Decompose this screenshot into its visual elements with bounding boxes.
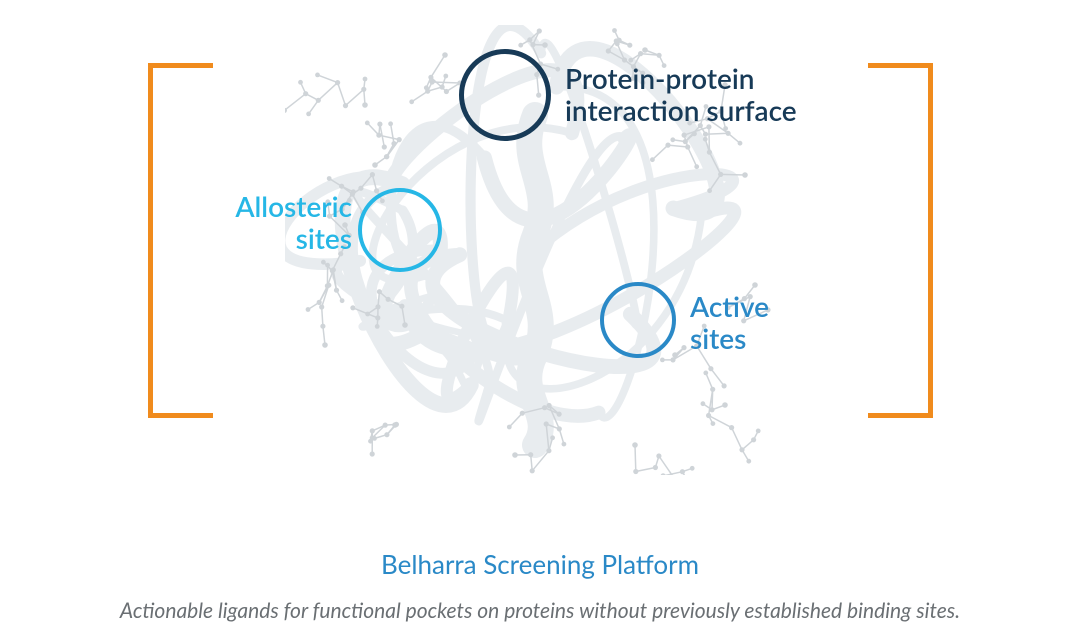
bracket-right: [868, 63, 933, 418]
allosteric-label-line1: Allosteric: [235, 189, 352, 223]
active-label-line1: Active: [690, 289, 769, 323]
active-label: Active sites: [690, 290, 769, 354]
diagram-area: Protein-protein interaction surface Allo…: [0, 0, 1080, 510]
active-label-line2: sites: [690, 321, 746, 355]
platform-title: Belharra Screening Platform: [0, 548, 1080, 580]
active-circle: [600, 282, 676, 358]
ppi-circle: [459, 49, 551, 141]
bracket-left: [148, 63, 213, 418]
allosteric-label: Allosteric sites: [222, 190, 352, 254]
diagram-stage: Protein-protein interaction surface Allo…: [0, 0, 1080, 644]
allosteric-label-line2: sites: [296, 221, 352, 255]
allosteric-circle: [358, 188, 442, 272]
ppi-label-line1: Protein-protein: [565, 61, 755, 95]
platform-subtitle: Actionable ligands for functional pocket…: [0, 598, 1080, 623]
ppi-label-line2: interaction surface: [565, 93, 797, 127]
ppi-label: Protein-protein interaction surface: [565, 62, 797, 126]
